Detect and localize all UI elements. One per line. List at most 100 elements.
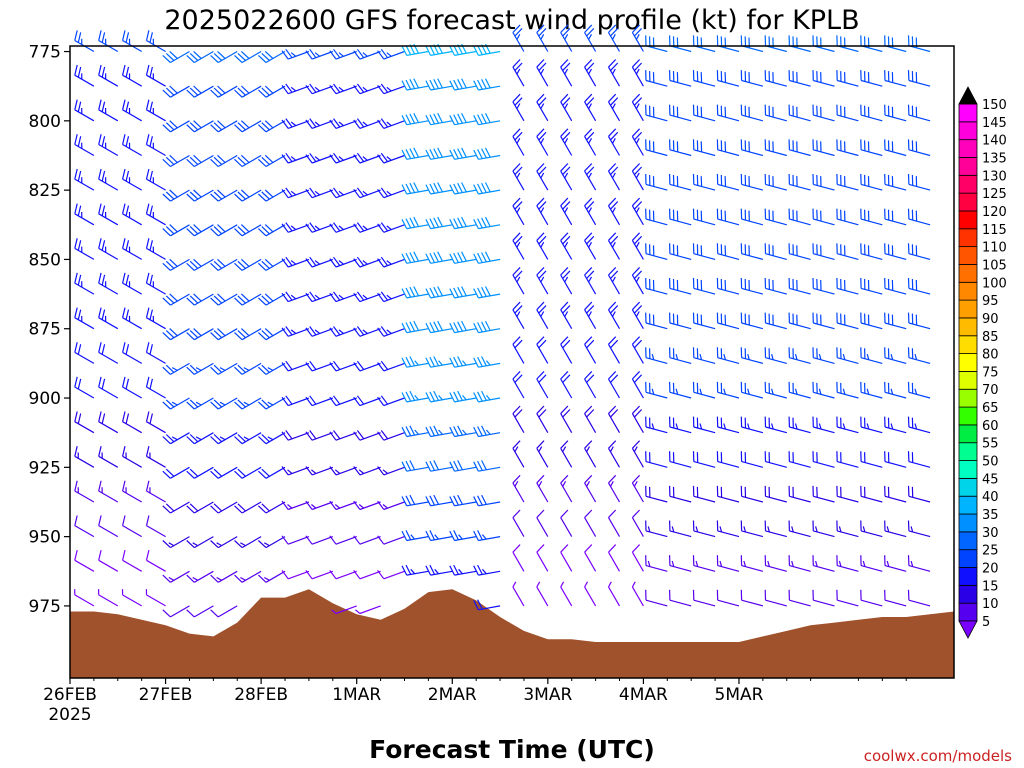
barb-shaft: [122, 74, 142, 87]
barb-shaft: [813, 565, 835, 572]
wind-barb: [98, 203, 119, 226]
colorbar-swatch: [958, 103, 978, 123]
barb-flag: [586, 409, 595, 418]
barb-shaft: [122, 178, 142, 191]
wind-barb: [812, 451, 835, 468]
barb-flag: [405, 149, 412, 159]
wind-barb: [329, 222, 357, 233]
barb-flag: [584, 128, 593, 137]
barb-flag: [481, 321, 487, 332]
barb-flag: [429, 356, 436, 367]
colorbar-label: 85: [982, 330, 999, 345]
barb-flag: [477, 218, 483, 229]
wind-barb: [607, 474, 621, 503]
barb-flag: [257, 401, 267, 410]
barb-shaft: [693, 79, 716, 87]
wind-barb: [162, 501, 190, 514]
wind-barb: [884, 589, 907, 607]
barb-shaft: [512, 136, 525, 156]
barb-shaft: [884, 495, 907, 503]
wind-barb: [764, 416, 787, 434]
barb-flag: [633, 374, 643, 383]
barb-flag: [237, 122, 246, 131]
barb-flag: [477, 252, 483, 263]
wind-barb: [401, 147, 429, 160]
barb-flag: [329, 466, 337, 476]
barb-flag: [610, 339, 619, 349]
barb-flag: [362, 52, 368, 57]
barb-flag: [386, 329, 392, 334]
barb-shaft: [512, 205, 525, 226]
barb-flag: [633, 446, 638, 452]
wind-barb: [353, 466, 381, 476]
barb-flag: [290, 121, 297, 127]
colorbar-label: 40: [982, 490, 999, 505]
barb-flag: [145, 411, 150, 422]
barb-flag: [189, 87, 199, 96]
barb-flag: [485, 429, 491, 435]
wind-barb: [425, 425, 453, 438]
wind-barb: [907, 173, 931, 191]
barb-flag: [457, 217, 463, 228]
barb-shaft: [265, 432, 286, 445]
barb-flag: [210, 54, 219, 63]
wind-barb: [788, 312, 811, 330]
barb-flag: [264, 224, 274, 233]
wind-barb: [716, 381, 740, 399]
barb-flag: [219, 367, 226, 371]
barb-shaft: [607, 101, 621, 122]
barb-flag: [536, 163, 545, 172]
barb-flag: [305, 84, 313, 95]
barb-shaft: [194, 328, 214, 341]
barb-flag: [377, 119, 385, 129]
barb-shaft: [287, 466, 310, 476]
wind-barb: [669, 589, 692, 607]
wind-barb: [162, 328, 190, 341]
wind-barb: [122, 238, 142, 260]
barb-flag: [562, 374, 571, 383]
barb-flag: [281, 570, 289, 580]
barb-flag: [401, 253, 408, 264]
barb-flag: [675, 388, 679, 395]
barb-shaft: [265, 328, 286, 341]
wind-barb: [401, 78, 429, 91]
barb-flag: [538, 62, 547, 72]
barb-flag: [433, 182, 440, 193]
barb-flag: [699, 388, 703, 395]
barb-shaft: [217, 258, 238, 271]
barb-flag: [380, 326, 389, 336]
barb-shaft: [359, 432, 381, 441]
wind-barb: [257, 224, 286, 237]
barb-flag: [314, 190, 321, 196]
barb-flag: [189, 364, 199, 373]
barb-flag: [413, 216, 420, 227]
barb-flag: [584, 93, 593, 103]
barb-flag: [631, 370, 641, 380]
barb-flag: [536, 581, 541, 588]
wind-barb: [449, 425, 477, 438]
wind-barb: [305, 222, 334, 233]
wind-barb: [234, 50, 262, 64]
barb-shaft: [383, 466, 405, 476]
barb-flag: [449, 426, 456, 437]
barb-flag: [562, 446, 567, 452]
wind-barb: [884, 520, 907, 538]
x-tick-label: 5MAR: [715, 685, 764, 705]
wind-barb: [860, 347, 883, 364]
wind-barb: [584, 474, 597, 503]
wind-barb: [329, 152, 357, 164]
barb-shaft: [631, 101, 644, 122]
barb-flag: [405, 322, 412, 333]
wind-barb: [584, 509, 597, 537]
barb-flag: [536, 405, 545, 415]
barb-flag: [309, 360, 317, 370]
barb-flag: [309, 152, 317, 162]
barb-shaft: [693, 461, 716, 468]
barb-flag: [358, 504, 365, 509]
barb-flag: [584, 59, 593, 68]
barb-flag: [285, 430, 293, 440]
wind-barb: [425, 147, 453, 160]
barb-flag: [195, 436, 202, 441]
barb-flag: [635, 103, 640, 109]
barb-flag: [145, 376, 150, 388]
